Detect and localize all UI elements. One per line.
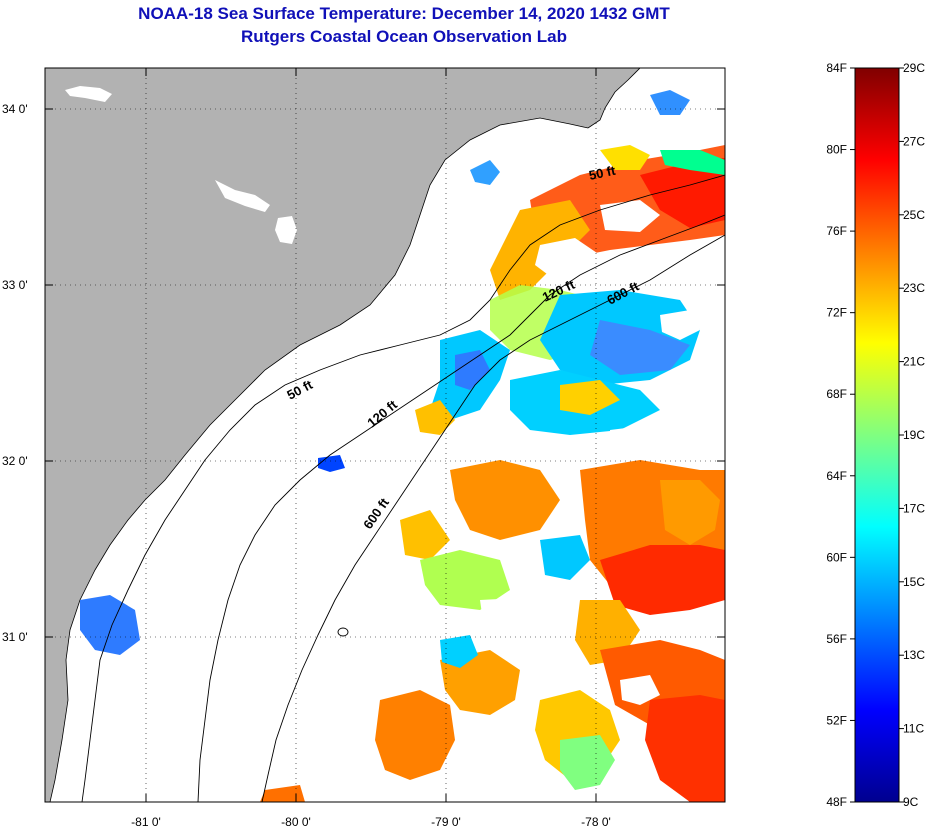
latitude-label: 33 0' [2,278,28,292]
graticule [45,68,725,802]
no-data-areas [465,200,700,785]
map-title: NOAA-18 Sea Surface Temperature: Decembe… [138,4,670,23]
longitude-label: -81 0' [131,815,161,829]
map-frame [44,67,726,803]
map-subtitle: Rutgers Coastal Ocean Observation Lab [241,27,567,46]
inland-water [65,86,112,102]
longitude-label: -79 0' [431,815,461,829]
contour-label: 50 ft [588,163,618,183]
depth-contours [81,174,725,802]
latitude-label: 32 0' [2,454,28,468]
land-mass [45,68,641,802]
inland-water [215,180,270,212]
latitude-label: 31 0' [2,630,28,644]
longitude-label: -80 0' [281,815,311,829]
axis-ticks [45,68,725,802]
latitude-label: 34 0' [2,102,28,116]
longitude-label: -78 0' [581,815,611,829]
lake-marion [275,216,297,244]
sst-data-patches [80,90,725,802]
